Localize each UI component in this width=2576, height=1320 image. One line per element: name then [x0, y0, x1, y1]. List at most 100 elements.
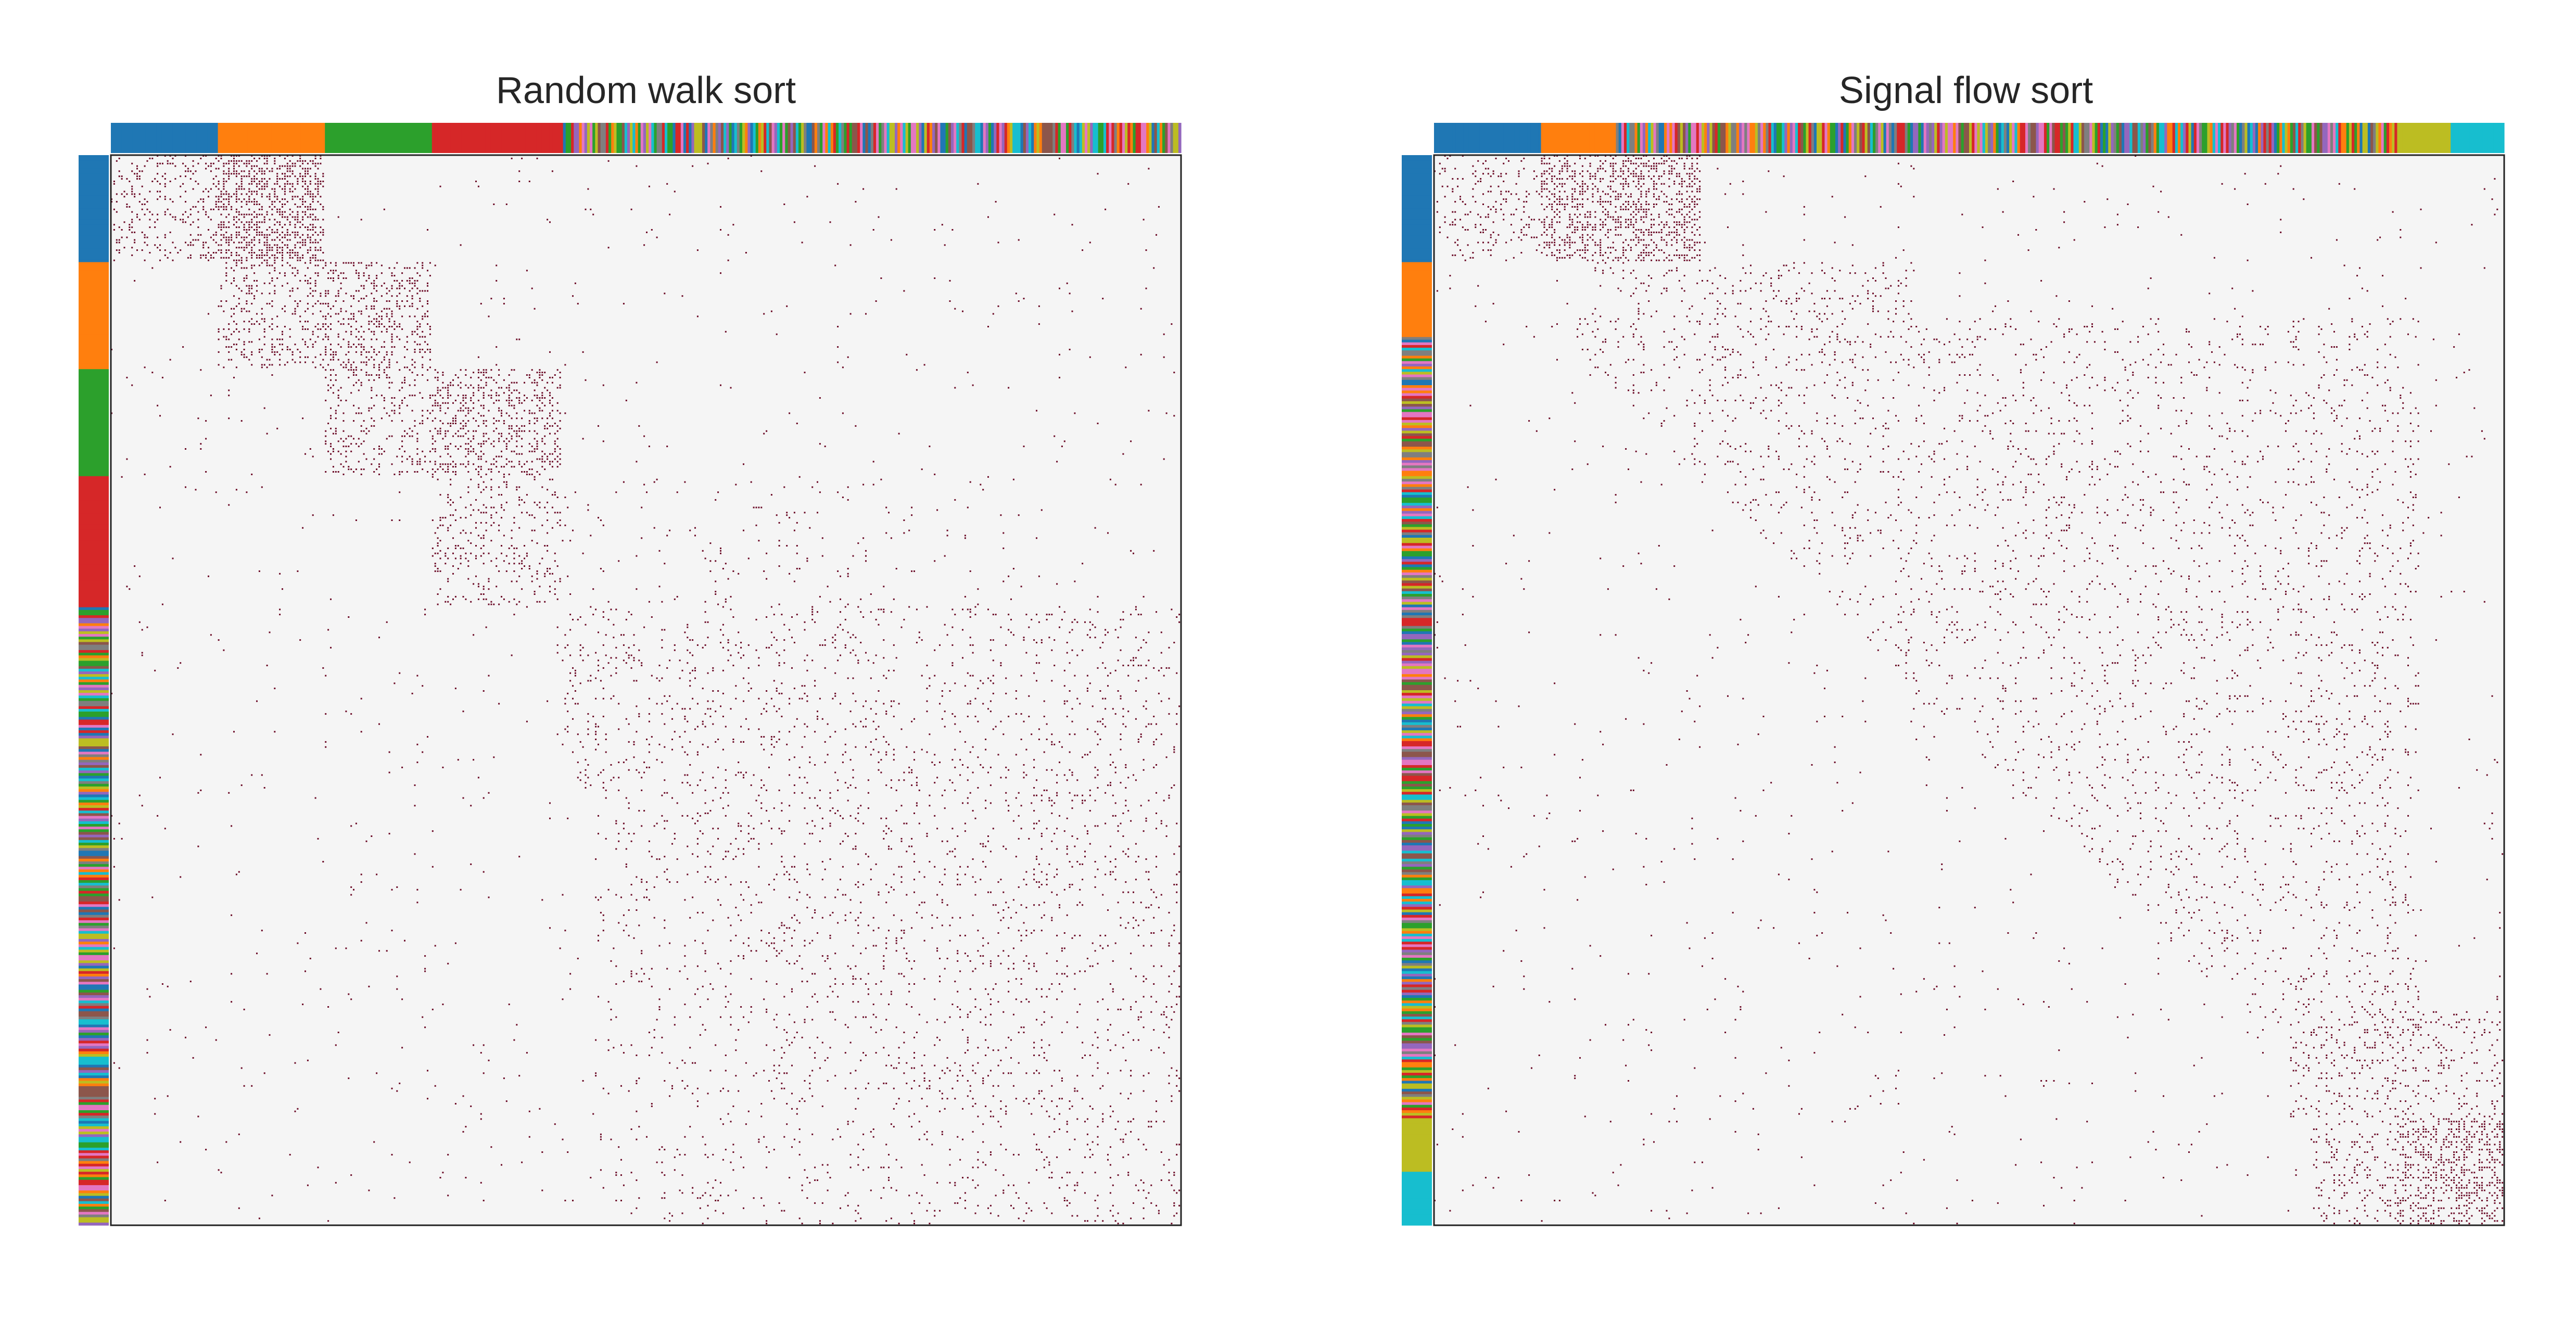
- column-annotation-stripe: [576, 123, 580, 153]
- edge-dot: [793, 688, 795, 690]
- edge-dot: [712, 690, 714, 692]
- edge-dot: [212, 162, 214, 164]
- edge-dot: [312, 201, 314, 203]
- edge-dot: [763, 433, 765, 435]
- edge-dot: [261, 221, 263, 223]
- edge-dot: [648, 697, 650, 700]
- edge-dot: [386, 438, 388, 440]
- row-annotation-stripe: [79, 1203, 109, 1207]
- edge-dot: [350, 366, 352, 369]
- edge-dot: [192, 239, 194, 241]
- edge-dot: [291, 249, 294, 251]
- edge-dot: [475, 430, 477, 432]
- edge-dot: [862, 726, 865, 728]
- edge-dot: [541, 458, 543, 460]
- edge-dot: [291, 183, 294, 185]
- row-annotation-stripe: [79, 891, 109, 894]
- edge-dot: [220, 201, 222, 203]
- edge-dot: [399, 326, 401, 327]
- edge-dot: [279, 338, 281, 340]
- edge-dot: [1153, 267, 1155, 269]
- edge-dot: [434, 461, 436, 463]
- edge-dot: [238, 185, 240, 187]
- edge-dot: [118, 239, 120, 241]
- edge-dot: [567, 506, 569, 509]
- edge-dot: [427, 315, 428, 318]
- edge-dot: [1069, 631, 1071, 633]
- edge-dot: [450, 478, 452, 480]
- edge-dot: [396, 262, 398, 264]
- edge-dot: [1117, 690, 1119, 692]
- edge-dot: [735, 697, 737, 700]
- edge-dot: [253, 201, 256, 203]
- edge-dot: [1089, 637, 1091, 639]
- edge-dot: [240, 308, 243, 310]
- edge-dot: [890, 611, 892, 613]
- column-annotation-stripe: [488, 123, 491, 153]
- column-annotation-stripe: [865, 123, 869, 153]
- edge-dot: [778, 522, 780, 524]
- column-annotation-stripe: [662, 123, 665, 153]
- edge-dot: [233, 219, 235, 221]
- edge-dot: [371, 387, 373, 389]
- edge-dot: [218, 181, 220, 182]
- edge-dot: [414, 280, 416, 282]
- edge-dot: [246, 491, 248, 493]
- row-annotation-stripe: [79, 1062, 109, 1065]
- edge-dot: [266, 433, 268, 435]
- edge-dot: [269, 282, 271, 284]
- edge-dot: [900, 728, 903, 730]
- edge-dot: [1071, 649, 1073, 651]
- edge-dot: [467, 450, 469, 452]
- edge-dot: [501, 387, 502, 389]
- edge-dot: [291, 198, 294, 200]
- edge-dot: [531, 412, 533, 414]
- edge-dot: [231, 160, 233, 162]
- edge-dot: [577, 618, 579, 620]
- edge-dot: [450, 514, 452, 516]
- edge-dot: [161, 162, 163, 164]
- edge-dot: [126, 206, 128, 208]
- edge-dot: [442, 374, 444, 376]
- column-annotation-stripe: [480, 123, 484, 153]
- edge-dot: [447, 471, 449, 473]
- row-annotation-stripe: [79, 393, 109, 397]
- edge-dot: [992, 614, 994, 616]
- edge-dot: [317, 272, 319, 274]
- edge-dot: [205, 257, 207, 259]
- column-annotation-stripe: [801, 123, 804, 153]
- edge-dot: [687, 624, 689, 626]
- edge-dot: [789, 697, 791, 700]
- edge-dot: [1173, 415, 1175, 417]
- edge-dot: [776, 639, 778, 641]
- row-annotation-stripe: [79, 1207, 109, 1210]
- edge-dot: [373, 287, 375, 289]
- column-annotation-stripe: [1036, 123, 1040, 153]
- edge-dot: [505, 458, 507, 460]
- row-annotation-stripe: [79, 714, 109, 717]
- edge-dot: [340, 387, 342, 389]
- edge-dot: [985, 748, 987, 751]
- edge-dot: [223, 178, 225, 180]
- edge-dot: [223, 221, 225, 223]
- edge-dot: [554, 552, 556, 554]
- edge-dot: [404, 450, 405, 452]
- edge-dot: [490, 517, 492, 519]
- edge-dot: [498, 440, 500, 442]
- edge-dot: [169, 359, 171, 361]
- edge-dot: [564, 497, 566, 498]
- edge-dot: [536, 443, 538, 445]
- edge-dot: [551, 410, 553, 412]
- edge-dot: [376, 468, 378, 471]
- edge-dot: [376, 277, 378, 279]
- column-annotation-stripe: [1074, 123, 1077, 153]
- edge-dot: [801, 685, 803, 687]
- column-annotation-stripe: [156, 123, 160, 153]
- edge-dot: [263, 364, 265, 366]
- edge-dot: [908, 529, 910, 531]
- edge-dot: [427, 471, 428, 473]
- edge-dot: [551, 506, 553, 509]
- edge-dot: [615, 491, 617, 493]
- edge-dot: [483, 453, 485, 455]
- edge-dot: [485, 598, 487, 600]
